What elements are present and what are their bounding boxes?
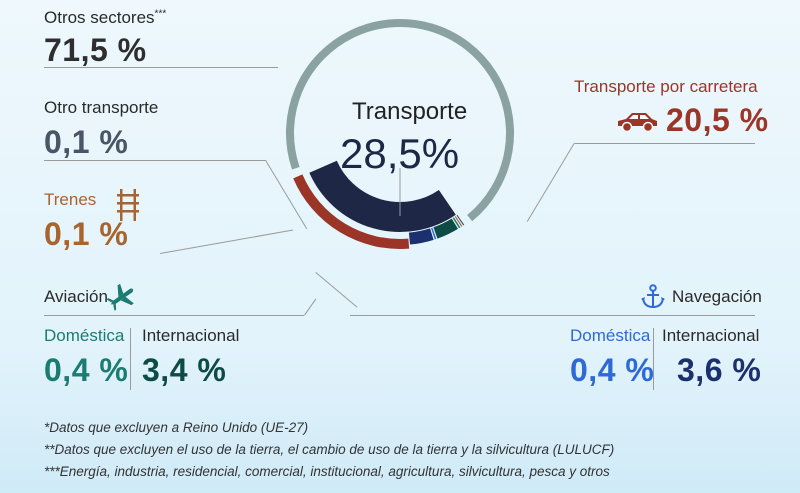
aviacion-internacional-label: Internacional [142, 326, 240, 345]
aviacion-domestica-value: 0,4 % [44, 352, 129, 388]
slice-trenes [454, 216, 463, 227]
value-otro-transporte: 0,1 % [44, 124, 129, 160]
center-value: 28,5% [340, 130, 460, 177]
navegacion-domestica-label: Doméstica [570, 326, 651, 345]
value-carretera: 20,5 % [666, 102, 769, 138]
center-title: Transporte [352, 98, 468, 125]
slice-aviacion-internacional [433, 218, 458, 239]
label-aviacion: Aviación [44, 287, 108, 306]
slice-otros-sectores [286, 18, 514, 222]
label-trenes: Trenes [44, 190, 97, 209]
navegacion-domestica-value: 0,4 % [570, 352, 655, 388]
slice-aviacion-domestica [452, 217, 461, 229]
slice-carretera [293, 174, 410, 249]
otros-sectores-sup: *** [154, 8, 167, 20]
label-navegacion: Navegación [672, 287, 762, 306]
navegacion-separator [653, 328, 654, 390]
aviacion-separator [130, 328, 131, 390]
label-otros-sectores: Otros sectores*** [44, 8, 166, 28]
slice-otro-transporte [456, 214, 465, 226]
footnote-2: **Datos que excluyen el uso de la tierra… [44, 442, 615, 457]
leader-otro-transporte-h [44, 160, 266, 161]
footnote-3: ***Energía, industria, residencial, come… [44, 464, 610, 479]
train-tracks-icon [117, 189, 139, 221]
leader-carretera-h [575, 143, 755, 144]
slice-navegacion-domestica [431, 227, 437, 240]
value-trenes: 0,1 % [44, 216, 129, 252]
navegacion-internacional-label: Internacional [662, 326, 760, 345]
airplane-icon [106, 283, 134, 311]
leader-otros-sectores [44, 67, 278, 68]
value-otros-sectores: 71,5 % [44, 32, 147, 68]
anchor-icon [641, 284, 665, 309]
label-carretera: Transporte por carretera [574, 77, 758, 96]
aviacion-domestica-label: Doméstica [44, 326, 125, 345]
otros-sectores-text: Otros sectores [44, 8, 155, 27]
slice-transporte-inner [309, 160, 456, 232]
footnote-1: *Datos que excluyen a Reino Unido (UE-27… [44, 420, 309, 435]
label-otro-transporte: Otro transporte [44, 98, 159, 117]
slice-navegacion-internacional [408, 228, 434, 245]
leader-navegacion-h [350, 315, 755, 316]
aviacion-internacional-value: 3,4 % [142, 352, 227, 388]
car-icon [618, 113, 657, 133]
navegacion-internacional-value: 3,6 % [677, 352, 762, 388]
leader-aviacion [44, 315, 304, 316]
